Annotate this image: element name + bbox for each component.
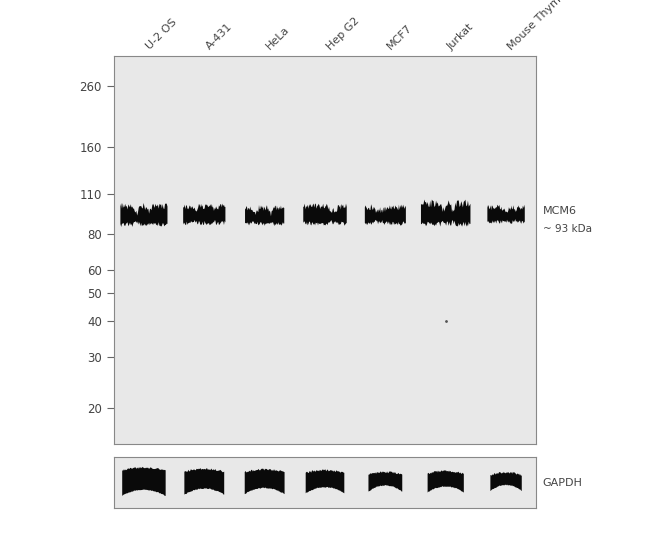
PathPatch shape (244, 469, 285, 494)
PathPatch shape (120, 203, 168, 227)
PathPatch shape (421, 200, 471, 226)
PathPatch shape (245, 205, 284, 226)
PathPatch shape (122, 467, 166, 496)
PathPatch shape (183, 203, 226, 225)
PathPatch shape (488, 204, 525, 224)
Text: GAPDH: GAPDH (543, 478, 582, 488)
PathPatch shape (185, 468, 224, 494)
PathPatch shape (306, 469, 345, 493)
Text: MCM6: MCM6 (543, 207, 577, 216)
PathPatch shape (365, 204, 406, 225)
Text: ~ 93 kDa: ~ 93 kDa (543, 224, 592, 234)
PathPatch shape (369, 471, 402, 492)
PathPatch shape (304, 203, 346, 226)
PathPatch shape (428, 470, 464, 493)
PathPatch shape (490, 472, 522, 491)
